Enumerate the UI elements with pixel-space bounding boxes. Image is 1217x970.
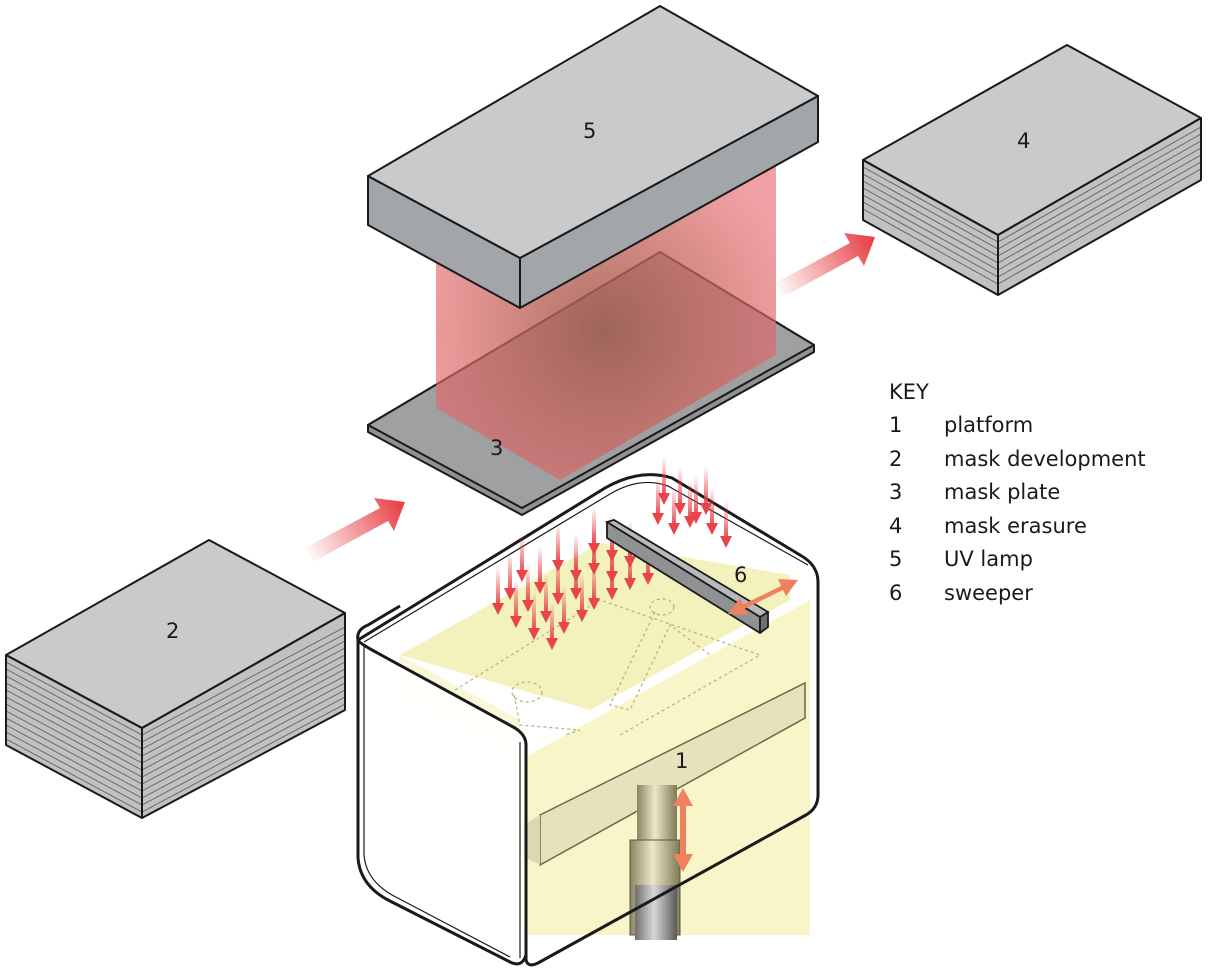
mask-erasure-stack xyxy=(862,44,1202,296)
key-item-number: 2 xyxy=(889,446,903,471)
key-item: 5 UV lamp xyxy=(889,543,1146,577)
key-item: 6 sweeper xyxy=(889,577,1146,611)
platform xyxy=(520,681,806,940)
platform-motion-arrow xyxy=(673,788,693,872)
label-uv-lamp: 5 xyxy=(583,119,596,143)
key-item-number: 6 xyxy=(889,580,903,605)
key-item-text: sweeper xyxy=(944,580,1033,605)
key-item-number: 5 xyxy=(889,547,903,571)
label-mask-erasure: 4 xyxy=(1017,129,1030,153)
key-item-number: 3 xyxy=(889,480,903,504)
mask-development-stack xyxy=(5,539,346,819)
key-item-text: mask development xyxy=(944,446,1146,471)
label-platform: 1 xyxy=(675,749,688,773)
label-mask-plate: 3 xyxy=(490,436,503,460)
key-item-text: platform xyxy=(944,413,1034,437)
key-item-text: UV lamp xyxy=(944,547,1033,571)
part-outlines xyxy=(454,598,762,736)
key-item: 1 platform xyxy=(889,409,1146,443)
arrow-to-mask-plate xyxy=(305,498,405,562)
key-item: 4 mask erasure xyxy=(889,510,1146,544)
label-sweeper: 6 xyxy=(734,563,747,587)
uv-lamp xyxy=(367,5,819,309)
resin-vat-front xyxy=(356,604,820,967)
key-legend: KEY 1 platform 2 mask development 3 mask pl… xyxy=(889,376,1146,610)
key-item-number: 1 xyxy=(889,413,903,437)
sweeper-motion-arrow xyxy=(728,579,798,615)
key-item-text: mask plate xyxy=(944,480,1061,504)
key-item: 3 mask plate xyxy=(889,476,1146,510)
sweeper xyxy=(604,519,798,634)
key-item-text: mask erasure xyxy=(944,513,1087,538)
key-item: 2 mask development xyxy=(889,443,1146,477)
key-title: KEY xyxy=(889,380,929,404)
key-item-number: 4 xyxy=(889,513,903,538)
label-mask-development: 2 xyxy=(166,619,179,643)
arrow-to-mask-erasure xyxy=(775,233,875,297)
